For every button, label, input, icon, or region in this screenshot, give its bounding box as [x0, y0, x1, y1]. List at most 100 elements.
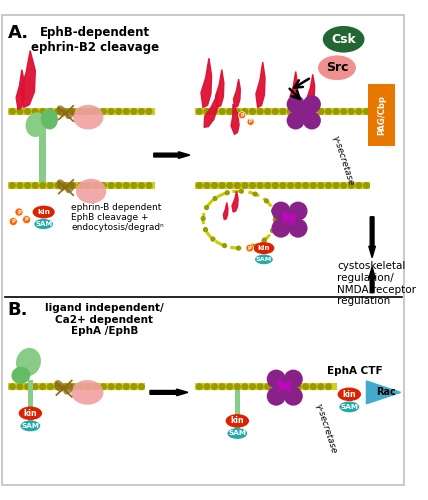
- Circle shape: [211, 238, 215, 241]
- Text: kin: kin: [24, 409, 37, 418]
- Text: P: P: [249, 120, 253, 124]
- Text: PAG/Cbp: PAG/Cbp: [377, 96, 386, 135]
- Circle shape: [270, 229, 274, 232]
- Circle shape: [341, 108, 347, 114]
- Polygon shape: [233, 79, 240, 108]
- Polygon shape: [369, 217, 375, 258]
- Text: cystoskeletal
regulation/
NMDA receptor
regulation: cystoskeletal regulation/ NMDA receptor …: [337, 262, 416, 306]
- Circle shape: [363, 182, 369, 188]
- Ellipse shape: [76, 179, 106, 204]
- Circle shape: [303, 108, 309, 114]
- Circle shape: [40, 384, 45, 390]
- Polygon shape: [369, 267, 375, 292]
- Text: P: P: [12, 219, 15, 224]
- Text: EphB-dependent
ephrin-B2 cleavage: EphB-dependent ephrin-B2 cleavage: [31, 26, 159, 54]
- Circle shape: [70, 108, 76, 114]
- Circle shape: [70, 182, 76, 188]
- Circle shape: [295, 384, 301, 390]
- Circle shape: [196, 384, 202, 390]
- Circle shape: [235, 384, 240, 390]
- Ellipse shape: [318, 56, 356, 80]
- Circle shape: [257, 108, 263, 114]
- Ellipse shape: [19, 406, 42, 420]
- Polygon shape: [232, 191, 238, 212]
- Circle shape: [285, 215, 294, 224]
- Circle shape: [250, 384, 256, 390]
- Circle shape: [318, 384, 324, 390]
- Circle shape: [235, 182, 240, 188]
- Circle shape: [303, 112, 321, 130]
- Circle shape: [356, 182, 362, 188]
- Circle shape: [146, 182, 152, 188]
- Circle shape: [25, 384, 30, 390]
- Text: Src: Src: [326, 61, 348, 74]
- Circle shape: [303, 384, 309, 390]
- Circle shape: [310, 108, 316, 114]
- Circle shape: [32, 108, 38, 114]
- Circle shape: [341, 182, 347, 188]
- Circle shape: [55, 108, 61, 114]
- Circle shape: [86, 108, 91, 114]
- Circle shape: [235, 108, 240, 114]
- Circle shape: [212, 384, 217, 390]
- Circle shape: [108, 384, 114, 390]
- Circle shape: [280, 108, 286, 114]
- Circle shape: [272, 209, 275, 212]
- Circle shape: [204, 228, 207, 232]
- Circle shape: [247, 118, 254, 126]
- Circle shape: [78, 182, 83, 188]
- Circle shape: [17, 182, 23, 188]
- Polygon shape: [290, 72, 297, 108]
- Circle shape: [212, 182, 217, 188]
- Circle shape: [131, 384, 137, 390]
- Circle shape: [227, 182, 232, 188]
- Polygon shape: [16, 70, 25, 110]
- Circle shape: [271, 218, 291, 238]
- Circle shape: [146, 108, 152, 114]
- Polygon shape: [150, 389, 188, 396]
- Ellipse shape: [56, 180, 66, 190]
- Circle shape: [284, 386, 303, 406]
- Circle shape: [242, 108, 248, 114]
- Circle shape: [25, 182, 30, 188]
- Polygon shape: [154, 152, 190, 158]
- Circle shape: [204, 182, 210, 188]
- Ellipse shape: [73, 105, 104, 130]
- Circle shape: [273, 108, 278, 114]
- Ellipse shape: [227, 428, 247, 439]
- Circle shape: [204, 384, 210, 390]
- Bar: [195, 108, 370, 115]
- FancyBboxPatch shape: [369, 84, 395, 146]
- Circle shape: [32, 384, 38, 390]
- Text: A.: A.: [8, 24, 29, 42]
- Ellipse shape: [65, 182, 74, 193]
- Text: P: P: [25, 217, 29, 222]
- Circle shape: [242, 384, 248, 390]
- Circle shape: [265, 384, 270, 390]
- Circle shape: [139, 384, 144, 390]
- Circle shape: [273, 182, 278, 188]
- Circle shape: [227, 108, 232, 114]
- Text: γ-secretase: γ-secretase: [313, 402, 338, 454]
- Circle shape: [219, 182, 225, 188]
- Circle shape: [101, 384, 106, 390]
- Circle shape: [201, 216, 205, 220]
- Circle shape: [242, 182, 248, 188]
- Circle shape: [48, 182, 53, 188]
- Text: SAM: SAM: [340, 404, 358, 410]
- Ellipse shape: [33, 206, 55, 218]
- Circle shape: [9, 182, 15, 188]
- Circle shape: [40, 108, 45, 114]
- Ellipse shape: [56, 106, 66, 117]
- Text: SAM: SAM: [21, 423, 39, 429]
- Circle shape: [265, 108, 270, 114]
- Circle shape: [23, 216, 31, 224]
- Circle shape: [250, 182, 256, 188]
- Polygon shape: [223, 202, 228, 220]
- Circle shape: [116, 384, 122, 390]
- Circle shape: [9, 108, 15, 114]
- Circle shape: [237, 246, 241, 250]
- Circle shape: [219, 108, 225, 114]
- Text: kin: kin: [37, 209, 50, 215]
- Ellipse shape: [323, 26, 365, 52]
